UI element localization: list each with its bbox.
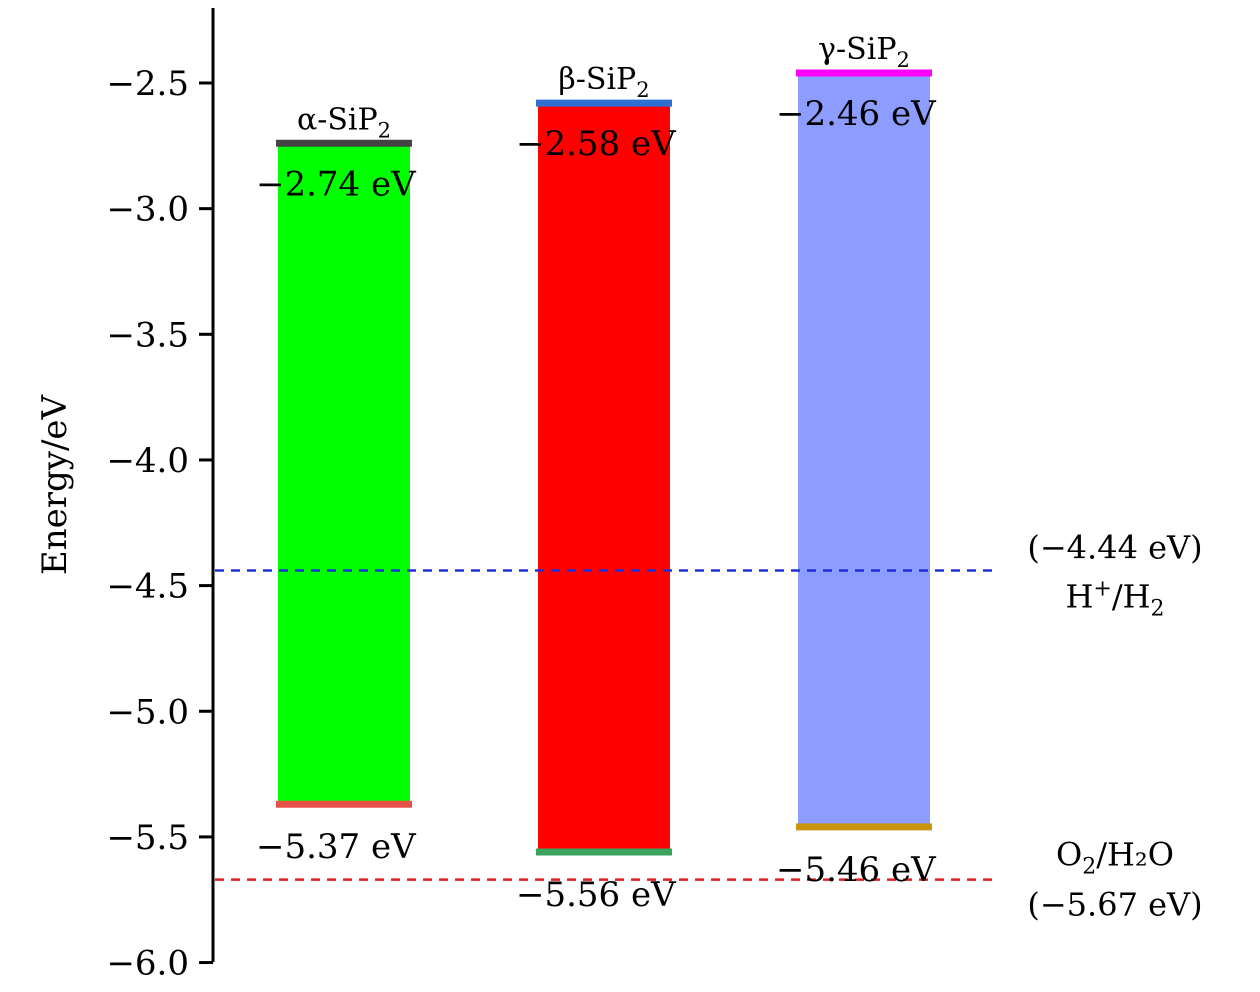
cbm-value-label: −2.46 eV <box>776 94 937 134</box>
bars-layer <box>276 69 932 856</box>
material-label: γ-SiP2 <box>818 32 910 72</box>
y-tick-label: −3.0 <box>106 190 189 230</box>
y-axis: −2.5 −3.0 −3.5 −4.0 −4.5 −5.0 −5.5 −6.0 <box>106 8 215 984</box>
reference-value-label: (−5.67 eV) <box>1027 886 1202 924</box>
cbm-value-label: −2.58 eV <box>516 124 677 164</box>
reference-value-label: (−4.44 eV) <box>1027 529 1202 567</box>
reference-species-label: H+/H2 <box>1065 577 1164 622</box>
y-tick-label: −5.0 <box>106 692 189 732</box>
vbm-value-label: −5.37 eV <box>256 827 417 867</box>
y-tick-label: −3.5 <box>106 315 189 355</box>
material-label: β-SiP2 <box>558 62 649 102</box>
labels-layer: α-SiP2 −2.74 eV −5.37 eV β-SiP2 −2.58 eV −5.5… <box>256 32 1203 924</box>
y-tick-label: −4.0 <box>106 441 189 481</box>
reference-species-label: O2/H₂O <box>1056 836 1174 880</box>
band-gap-bar <box>538 103 670 852</box>
material-label: α-SiP2 <box>297 102 391 142</box>
y-tick-label: −2.5 <box>106 64 189 104</box>
vbm-value-label: −5.56 eV <box>516 875 677 915</box>
reference-lines-layer <box>215 569 995 881</box>
y-tick-label: −4.5 <box>106 567 189 607</box>
y-tick-label: −5.5 <box>106 818 189 858</box>
band-gap-bar <box>278 143 410 805</box>
y-tick-label: −6.0 <box>106 944 189 984</box>
cbm-value-label: −2.74 eV <box>256 164 417 204</box>
vbm-value-label: −5.46 eV <box>776 850 937 890</box>
band-gap-bar <box>798 72 930 827</box>
y-axis-title: Energy/eV <box>35 393 75 575</box>
